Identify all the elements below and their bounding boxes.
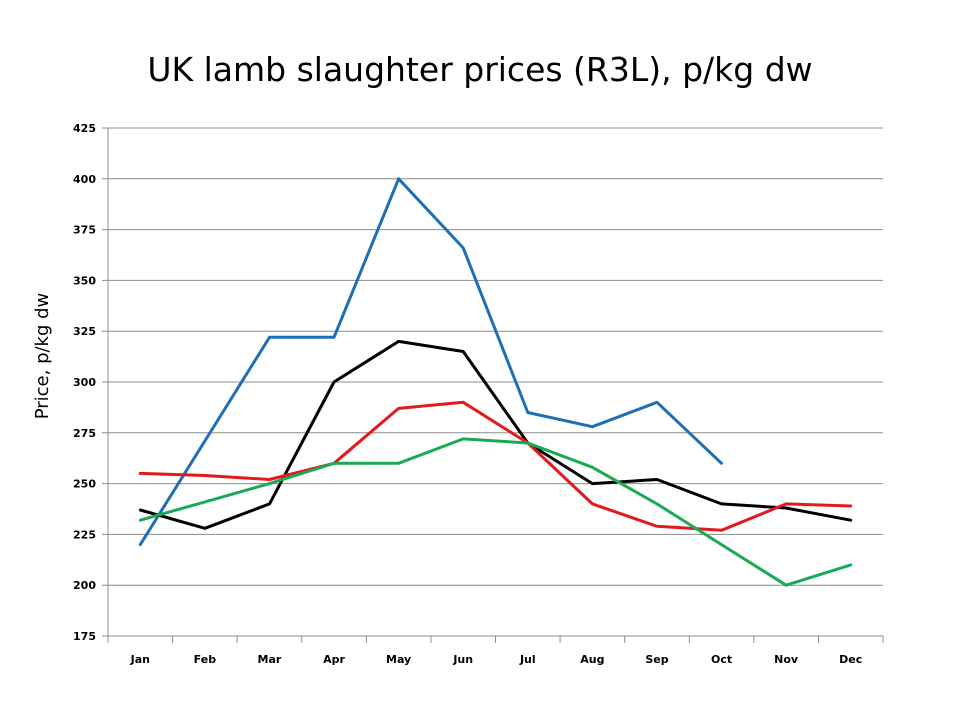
y-tick-label: 275 — [73, 427, 96, 440]
x-tick-label: Nov — [774, 653, 799, 666]
y-tick-label: 425 — [73, 122, 96, 135]
series-line-4 — [138, 437, 853, 587]
y-tick-label: 225 — [73, 528, 96, 541]
x-tick-label: Mar — [258, 653, 282, 666]
series-lines — [138, 177, 853, 587]
y-tick-label: 200 — [73, 579, 96, 592]
x-tick-label: Oct — [711, 653, 732, 666]
y-tick-label: 400 — [73, 173, 96, 186]
y-tick-label: 350 — [73, 274, 96, 287]
gridlines — [108, 127, 883, 637]
series-line-3 — [138, 400, 853, 532]
y-tick-label: 300 — [73, 376, 96, 389]
x-tick-label: Aug — [580, 653, 604, 666]
x-tick-label: Feb — [194, 653, 217, 666]
series-line-2 — [138, 339, 853, 530]
x-tick-label: Jun — [452, 653, 473, 666]
x-tick-label: Dec — [839, 653, 862, 666]
y-tick-label: 250 — [73, 478, 96, 491]
tick-labels: 175 200 225 250 275 300 325 350 375 400 425 Jan Feb M… — [73, 122, 862, 666]
y-axis-label: Price, p/kg dw — [32, 293, 53, 420]
axes — [102, 127, 884, 643]
x-tick-label: Jul — [519, 653, 536, 666]
series-line-1 — [138, 177, 723, 547]
x-tick-label: Jan — [130, 653, 150, 666]
chart-title: UK lamb slaughter prices (R3L), p/kg dw — [147, 50, 813, 89]
x-tick-label: Apr — [323, 653, 345, 666]
y-tick-label: 375 — [73, 224, 96, 237]
y-tick-label: 175 — [73, 630, 96, 643]
x-tick-label: May — [386, 653, 411, 666]
y-tick-label: 325 — [73, 325, 96, 338]
x-tick-label: Sep — [645, 653, 668, 666]
